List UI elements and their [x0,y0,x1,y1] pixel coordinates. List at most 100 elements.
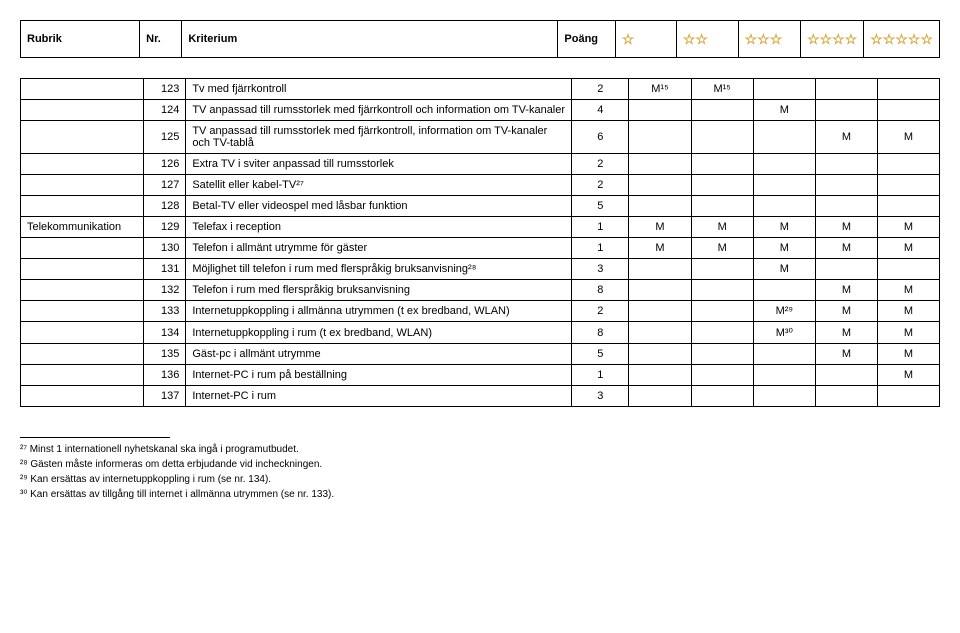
star-cell [691,154,753,175]
star-cell: M [753,100,815,121]
poang-cell: 2 [572,175,629,196]
kriterium-cell: Internet-PC i rum på beställning [186,365,572,386]
star-cell: M¹⁵ [629,79,691,100]
star-cell [629,196,691,217]
star-cell: M [877,322,939,344]
poang-cell: 6 [572,121,629,154]
table-row: 137Internet-PC i rum3 [21,386,940,407]
poang-cell: 4 [572,100,629,121]
star-cell: M [877,301,939,322]
star-cell: M [815,121,877,154]
rubrik-cell [21,259,144,280]
header-poang: Poäng [558,21,615,58]
poang-cell: 8 [572,322,629,344]
rubrik-cell [21,79,144,100]
kriterium-cell: Telefax i reception [186,217,572,238]
poang-cell: 3 [572,259,629,280]
footnote: ²⁷ Minst 1 internationell nyhetskanal sk… [20,442,940,457]
star-cell [815,386,877,407]
table-row: 126Extra TV i sviter anpassad till rumss… [21,154,940,175]
header-rubrik: Rubrik [21,21,140,58]
kriterium-cell: Internetuppkoppling i allmänna utrymmen … [186,301,572,322]
star-cell [629,175,691,196]
star-cell [629,365,691,386]
nr-cell: 131 [143,259,186,280]
nr-cell: 123 [143,79,186,100]
star-cell [815,79,877,100]
table-row: 130Telefon i allmänt utrymme för gäster1… [21,238,940,259]
star-cell [753,365,815,386]
star-cell [691,175,753,196]
star-cell [753,344,815,365]
star-cell: M [691,238,753,259]
table-row: 136Internet-PC i rum på beställning1M [21,365,940,386]
star-cell [753,121,815,154]
star-cell [629,280,691,301]
nr-cell: 129 [143,217,186,238]
star-cell [691,100,753,121]
star-cell: M [815,301,877,322]
star-cell [629,386,691,407]
kriterium-cell: TV anpassad till rumsstorlek med fjärrko… [186,121,572,154]
rubrik-cell [21,121,144,154]
rubrik-cell [21,100,144,121]
star-cell: M [753,217,815,238]
star-cell: M [877,217,939,238]
nr-cell: 128 [143,196,186,217]
table-row: 125TV anpassad till rumsstorlek med fjär… [21,121,940,154]
star-cell [691,365,753,386]
star-cell [877,154,939,175]
star-cell [877,100,939,121]
header-kriterium: Kriterium [182,21,558,58]
star-cell [815,175,877,196]
star-cell [753,154,815,175]
star-cell: M [629,238,691,259]
header-star-4: ☆☆☆☆ [800,21,863,58]
poang-cell: 8 [572,280,629,301]
header-star-3: ☆☆☆ [738,21,800,58]
star-cell [629,100,691,121]
kriterium-cell: Extra TV i sviter anpassad till rumsstor… [186,154,572,175]
rubrik-cell [21,301,144,322]
table-row: 135Gäst-pc i allmänt utrymme5MM [21,344,940,365]
nr-cell: 125 [143,121,186,154]
rubrik-cell [21,280,144,301]
star-cell [629,154,691,175]
star-cell [815,100,877,121]
star-cell [815,259,877,280]
star-cell: M [877,238,939,259]
kriterium-cell: Gäst-pc i allmänt utrymme [186,344,572,365]
table-row: 134Internetuppkoppling i rum (t ex bredb… [21,322,940,344]
star-cell [629,121,691,154]
rubrik-cell [21,365,144,386]
star-cell [877,196,939,217]
star-cell [877,386,939,407]
table-row: 124TV anpassad till rumsstorlek med fjär… [21,100,940,121]
star-cell: M [877,365,939,386]
header-nr: Nr. [140,21,182,58]
kriterium-cell: Betal-TV eller videospel med låsbar funk… [186,196,572,217]
rubrik-cell [21,196,144,217]
footnote: ³⁰ Kan ersättas av tillgång till interne… [20,487,940,502]
star-cell [691,259,753,280]
star-cell [877,259,939,280]
star-cell [753,280,815,301]
poang-cell: 2 [572,154,629,175]
header-star-2: ☆☆ [676,21,738,58]
header-star-1: ☆ [615,21,676,58]
star-cell: M [877,121,939,154]
kriterium-cell: Telefon i allmänt utrymme för gäster [186,238,572,259]
star-cell [815,154,877,175]
rubrik-cell [21,154,144,175]
table-row: 133Internetuppkoppling i allmänna utrymm… [21,301,940,322]
star-cell [877,79,939,100]
star-cell: M [753,259,815,280]
poang-cell: 5 [572,344,629,365]
star-cell [691,344,753,365]
criteria-body-table: 123Tv med fjärrkontroll2M¹⁵M¹⁵124TV anpa… [20,78,940,407]
star-cell [629,301,691,322]
star-cell [691,301,753,322]
star-cell: M [877,280,939,301]
star-cell [753,196,815,217]
star-cell: M [815,280,877,301]
